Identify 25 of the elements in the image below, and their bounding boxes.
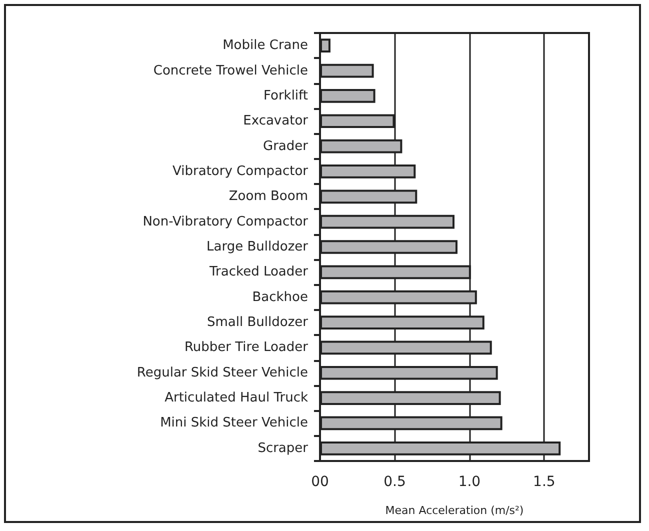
x-tick-label: 00	[311, 474, 329, 490]
y-tick-label: Mini Skid Steer Vehicle	[160, 416, 308, 431]
x-tick-label: 1.0	[458, 474, 481, 490]
y-tick-label: Articulated Haul Truck	[164, 390, 308, 406]
y-tick-label: Non-Vibratory Compactor	[142, 214, 309, 230]
x-tick-label: 1.5	[533, 474, 556, 490]
x-axis-title: Mean Acceleration (m/s²)	[385, 504, 524, 517]
y-tick-label: Grader	[263, 138, 309, 154]
y-tick-label: Regular Skid Steer Vehicle	[136, 365, 308, 380]
y-tick-label: Excavator	[243, 114, 309, 129]
x-tick-label: 0.5	[384, 474, 406, 490]
y-tick-label: Concrete Trowel Vehicle	[153, 63, 308, 78]
y-tick-label: Tracked Loader	[208, 264, 309, 280]
bar	[320, 64, 374, 78]
y-tick-label: Forklift	[263, 88, 308, 104]
y-tick-label: Zoom Boom	[228, 189, 308, 204]
y-tick-label: Mobile Crane	[222, 38, 308, 54]
bar	[320, 38, 330, 53]
y-tick-label: Rubber Tire Loader	[184, 340, 309, 356]
y-tick-label: Backhoe	[252, 290, 308, 305]
y-tick-label: Scraper	[258, 440, 309, 456]
bar	[320, 89, 376, 103]
y-tick-label: Vibratory Compactor	[172, 164, 309, 179]
y-tick-label: Large Bulldozer	[206, 240, 309, 254]
y-tick-label: Small Bulldozer	[207, 315, 309, 330]
